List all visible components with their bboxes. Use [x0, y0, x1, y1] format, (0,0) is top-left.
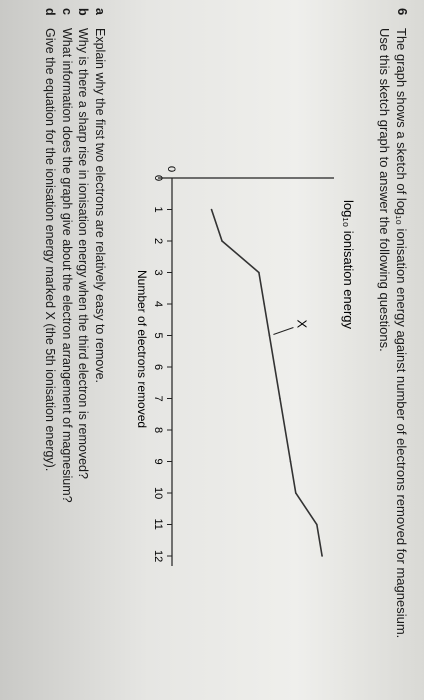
question-parts: a Explain why the first two electrons are… [42, 8, 108, 503]
x-tick-label: 11 [152, 519, 164, 530]
x-tick-label: 10 [152, 487, 164, 499]
y-tick-label: 0 [165, 166, 177, 172]
data-point [258, 271, 260, 274]
question-stem: The graph shows a sketch of log₁₀ ionisa… [376, 28, 410, 638]
x-tick-label: 3 [152, 270, 164, 276]
x-tick-label: 5 [152, 333, 164, 339]
y-axis-label: log₁₀ ionisation energy [341, 200, 354, 330]
question-part: b Why is there a sharp rise in ionisation… [75, 8, 92, 503]
stem-line-1: The graph shows a sketch of log₁₀ ionisa… [394, 28, 409, 639]
part-label: d [43, 8, 58, 16]
series-line [210, 209, 323, 557]
question-number: 6 [395, 8, 410, 16]
part-label: c [60, 8, 74, 15]
part-label: a [93, 8, 107, 15]
question-part: a Explain why the first two electrons are… [92, 8, 109, 503]
part-text: Explain why the first two electrons are … [93, 28, 107, 384]
part-label: b [76, 8, 91, 16]
annotation-arrow [273, 327, 294, 335]
ionisation-energy-chart: log₁₀ ionisation energy 0 01234567891011… [135, 166, 354, 566]
data-point [268, 334, 271, 337]
x-tick-label: 0 [152, 175, 164, 181]
data-point [279, 397, 281, 400]
x-tick-label: 7 [152, 396, 164, 402]
part-text: Why is there a sharp rise in ionisation … [76, 28, 91, 479]
x-tick-label: 1 [152, 207, 164, 213]
data-point [221, 240, 223, 242]
data-point [273, 366, 276, 368]
annotation-x-label: X [294, 320, 309, 329]
data-point [284, 429, 287, 431]
x-tick-label: 12 [152, 550, 164, 562]
data-point [321, 555, 323, 557]
x-tick-label: 9 [152, 459, 164, 465]
data-point [294, 492, 297, 494]
data-point [316, 523, 318, 526]
x-tick-label: 8 [152, 427, 164, 433]
x-axis-label: Number of electrons removed [135, 270, 149, 428]
stem-line-2: Use this sketch graph to answer the foll… [377, 28, 392, 352]
question-part: c What information does the graph give ab… [59, 8, 76, 503]
part-text: Give the equation for the ionisation ene… [43, 28, 58, 472]
x-tick-label: 2 [152, 238, 164, 244]
x-tick-label: 6 [152, 364, 164, 370]
question-part: d Give the equation for the ionisation en… [42, 8, 59, 503]
data-point [289, 460, 292, 463]
data-point [210, 208, 213, 211]
part-text: What information does the graph give abo… [60, 28, 74, 503]
x-tick-label: 4 [152, 301, 164, 307]
data-point [263, 303, 265, 305]
